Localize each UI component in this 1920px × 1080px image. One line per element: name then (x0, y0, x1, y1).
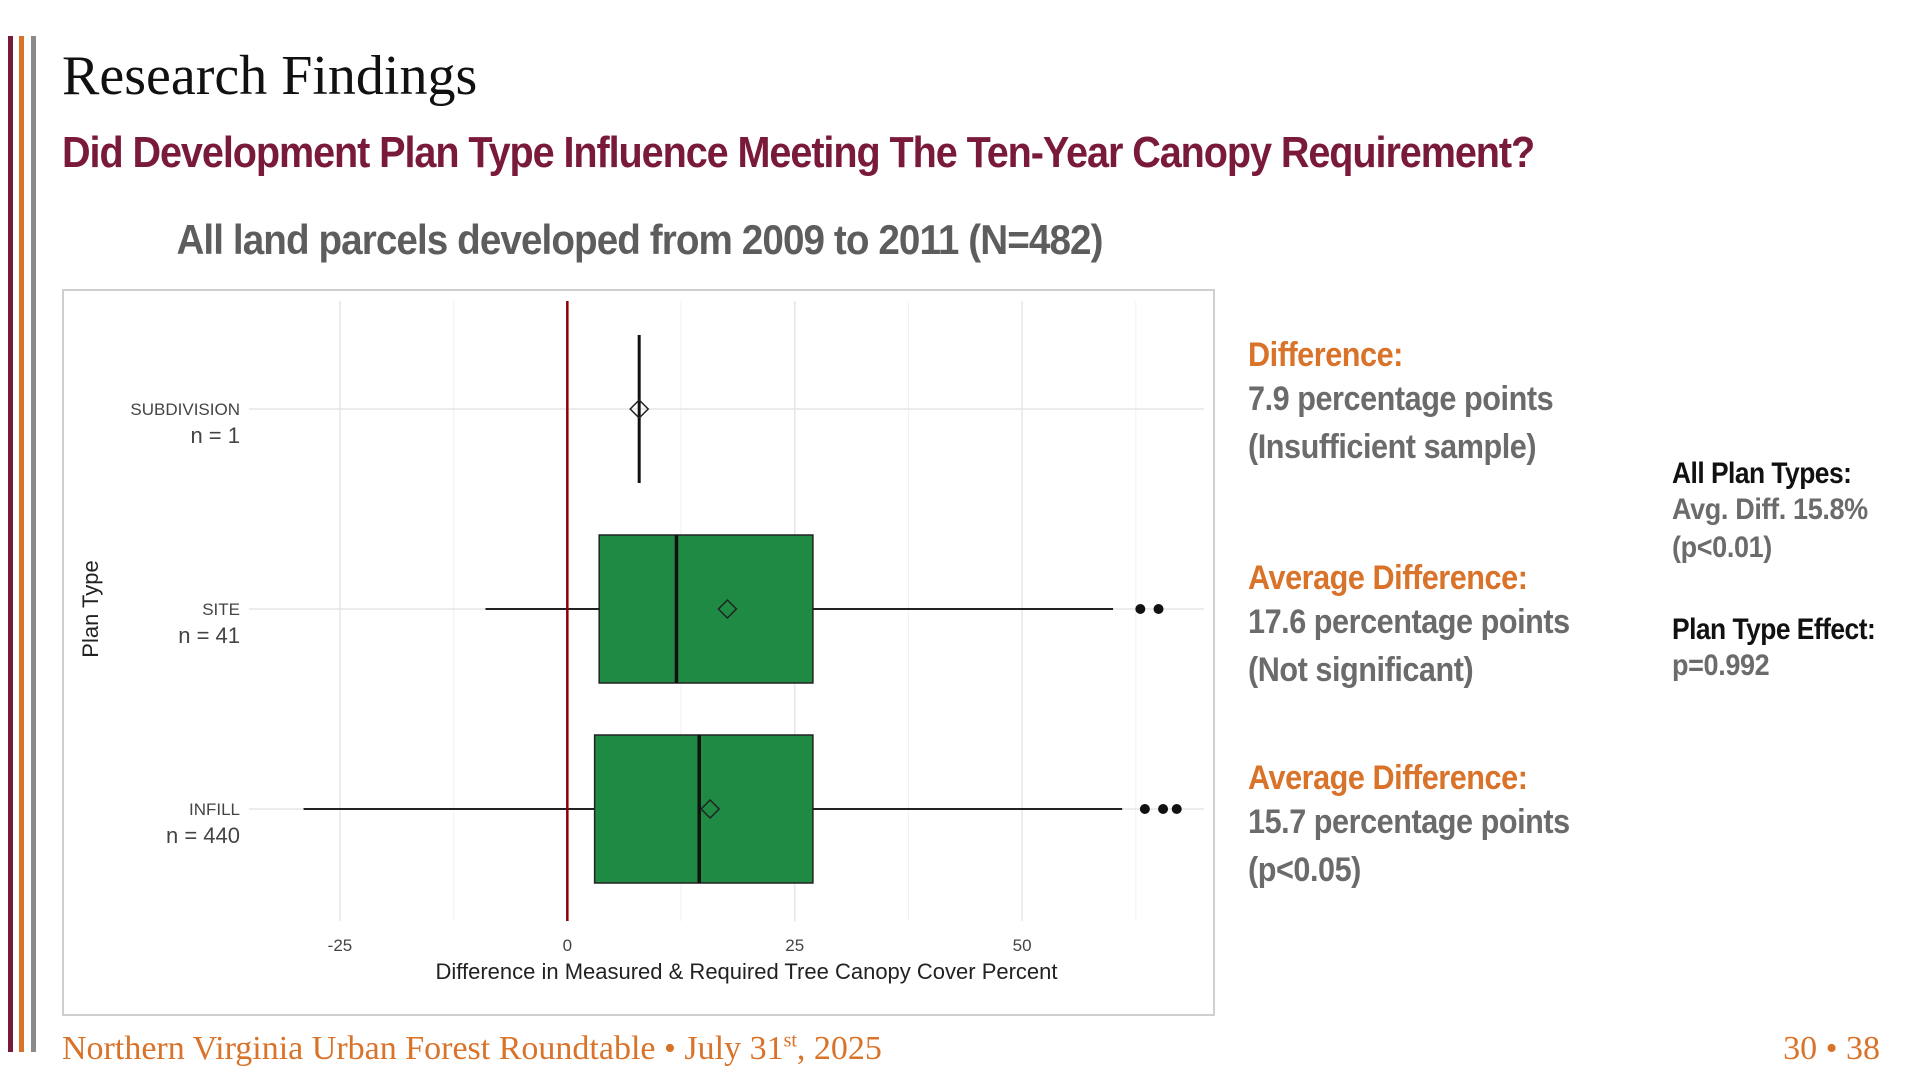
annotation-site: Average Difference: 17.6 percentage poin… (1248, 559, 1605, 694)
annotation-value: 7.9 percentage points (1248, 380, 1554, 418)
annotation-infill: Average Difference: 15.7 percentage poin… (1248, 759, 1605, 894)
annotation-value: 17.6 percentage points (1248, 603, 1570, 641)
mean-marker (717, 598, 738, 620)
iqr-box (593, 734, 814, 884)
category-label: INFILL (189, 800, 240, 819)
chart-frame: SUBDIVISION n = 1 SITE n = 41 INFILL n = 440 -… (62, 289, 1215, 1016)
summary-p-value: (p<0.01) (1672, 531, 1772, 564)
annotation-note: (p<0.05) (1248, 851, 1361, 889)
effect-value: p=0.992 (1672, 649, 1770, 682)
x-tick-label: 50 (1013, 936, 1032, 955)
boxplot-chart: SUBDIVISION n = 1 SITE n = 41 INFILL n = 440 -… (78, 301, 1204, 984)
effect-heading: Plan Type Effect: (1672, 613, 1876, 646)
summary-all-plan-types: All Plan Types: Avg. Diff. 15.8% (p<0.01… (1672, 457, 1890, 567)
x-tick-label: -25 (328, 936, 353, 955)
category-n-label: n = 41 (178, 623, 240, 648)
accent-bar-orange (19, 36, 24, 1052)
outlier-point (1158, 804, 1169, 814)
annotation-value: 15.7 percentage points (1248, 803, 1570, 841)
x-tick-label: 0 (563, 936, 572, 955)
outlier-point (1135, 604, 1146, 614)
summary-heading: All Plan Types: (1672, 457, 1852, 490)
iqr-box (598, 534, 814, 684)
outlier-point (1139, 804, 1150, 814)
y-axis-label: Plan Type (78, 560, 103, 657)
accent-bar-maroon (8, 36, 13, 1052)
footer-text: Northern Virginia Urban Forest Roundtabl… (62, 1030, 882, 1068)
accent-bar-gray (31, 36, 36, 1052)
x-axis-label: Difference in Measured & Required Tree C… (435, 959, 1057, 984)
category-n-label: n = 1 (190, 423, 240, 448)
slide-title: Research Findings (62, 45, 478, 107)
category-n-label: n = 440 (166, 823, 240, 848)
footer-event: Northern Virginia Urban Forest Roundtabl… (62, 1030, 784, 1067)
slide-subtitle: Did Development Plan Type Influence Meet… (62, 128, 1535, 177)
footer-year: , 2025 (796, 1030, 882, 1067)
mean-marker (629, 398, 650, 420)
category-label: SUBDIVISION (130, 400, 240, 419)
summary-plan-type-effect: Plan Type Effect: p=0.992 (1672, 613, 1903, 685)
category-label: SITE (202, 600, 240, 619)
mean-marker (700, 798, 721, 820)
chart-heading: All land parcels developed from 2009 to … (176, 216, 1103, 263)
annotation-label: Average Difference: (1248, 559, 1528, 597)
footer-superscript: st (783, 1029, 797, 1052)
outlier-point (1171, 804, 1182, 814)
x-tick-label: 25 (785, 936, 804, 955)
annotation-note: (Not significant) (1248, 651, 1474, 689)
page-number: 30 • 38 (1783, 1030, 1880, 1067)
annotation-label: Difference: (1248, 336, 1403, 374)
summary-avg-diff: Avg. Diff. 15.8% (1672, 493, 1868, 526)
annotation-label: Average Difference: (1248, 759, 1528, 797)
annotation-note: (Insufficient sample) (1248, 428, 1537, 466)
outlier-point (1153, 604, 1164, 614)
annotation-subdivision: Difference: 7.9 percentage points (Insuf… (1248, 336, 1587, 471)
